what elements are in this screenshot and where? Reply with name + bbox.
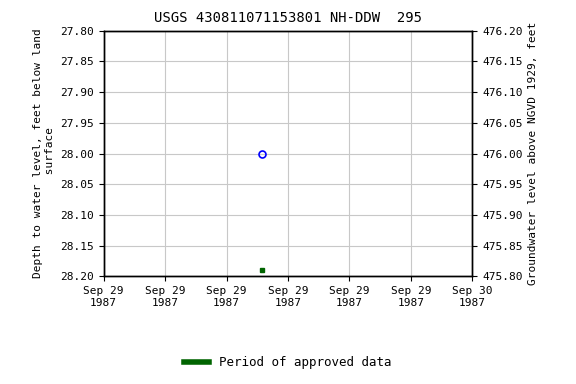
Legend: Period of approved data: Period of approved data <box>179 351 397 374</box>
Y-axis label: Groundwater level above NGVD 1929, feet: Groundwater level above NGVD 1929, feet <box>528 22 538 285</box>
Title: USGS 430811071153801 NH-DDW  295: USGS 430811071153801 NH-DDW 295 <box>154 12 422 25</box>
Y-axis label: Depth to water level, feet below land
 surface: Depth to water level, feet below land su… <box>33 29 55 278</box>
